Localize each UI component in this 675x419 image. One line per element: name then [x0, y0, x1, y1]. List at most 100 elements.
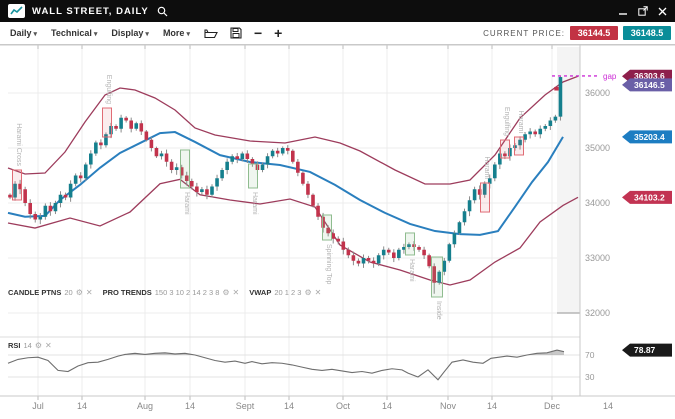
candle-body [487, 178, 492, 184]
candle-body [154, 148, 159, 157]
candle-body [457, 222, 462, 234]
candle-body [442, 260, 447, 272]
time-axis-label: Nov [440, 401, 457, 411]
candle-body [230, 156, 234, 162]
candle-body [462, 211, 467, 223]
candle-body [38, 216, 43, 220]
candle-body [195, 186, 199, 192]
candle-body [53, 203, 58, 212]
price-badge [622, 130, 672, 144]
pattern-box-harami [180, 149, 190, 189]
candle-body [159, 153, 164, 157]
remove-indicator-icon[interactable]: ✕ [314, 288, 322, 297]
search-icon[interactable] [157, 6, 168, 17]
app-logo [8, 4, 25, 18]
menu-more[interactable]: More ▾ [162, 28, 190, 38]
candle-body [184, 175, 189, 181]
pattern-box-harami [248, 163, 258, 189]
candle-body [482, 183, 487, 195]
candle-body [386, 249, 391, 253]
time-axis-label: Jul [32, 401, 44, 411]
rsi-axis-label: 30 [585, 372, 595, 382]
rsi-remove-icon[interactable]: ✕ [45, 341, 52, 350]
time-axis-label: 14 [284, 401, 294, 411]
candle-body [296, 161, 300, 173]
candle-body [366, 258, 371, 261]
sell-price-badge[interactable]: 36144.5 [570, 26, 618, 40]
remove-indicator-icon[interactable]: ✕ [232, 288, 240, 297]
candle-body [260, 164, 265, 170]
chart-logo-icon [10, 6, 23, 15]
candle-body [376, 255, 381, 264]
rsi-indicator-chip[interactable]: RSI 14 ⚙ ✕ [8, 341, 52, 350]
minimize-button[interactable] [619, 7, 628, 16]
price-badge-value: 36146.5 [634, 80, 665, 90]
indicator-chip-pro-trends[interactable]: PRO TRENDS 150 3 10 2 14 2 3 8 ⚙ ✕ [103, 288, 240, 297]
candle-body [392, 252, 396, 258]
zoom-out-button[interactable]: − [253, 25, 263, 41]
time-axis-label: 14 [77, 401, 87, 411]
rsi-line [7, 349, 565, 381]
chevron-down-icon: ▾ [93, 31, 98, 38]
candle-body [371, 260, 376, 264]
settings-gear-icon[interactable]: ⚙ [75, 288, 83, 297]
indicator-name: VWAP [249, 288, 272, 297]
open-folder-icon[interactable] [204, 28, 218, 39]
bollinger-lower-band [7, 178, 579, 286]
pattern-box-harami [405, 232, 415, 256]
future-shaded-region [557, 47, 580, 313]
candle-body [528, 131, 532, 135]
settings-gear-icon[interactable]: ⚙ [304, 288, 312, 297]
time-axis-label: 14 [487, 401, 497, 411]
candle-body [477, 189, 482, 195]
candle-body [144, 131, 149, 140]
pattern-box-harami [480, 182, 490, 213]
candle-body [447, 244, 452, 261]
candle-body [200, 189, 204, 192]
candle-body [179, 167, 184, 176]
moving-average-line [7, 131, 564, 236]
price-axis-label: 36000 [585, 88, 610, 98]
candle-body [99, 142, 103, 146]
candle-body [220, 170, 224, 179]
close-icon[interactable] [658, 7, 667, 16]
indicator-params: 20 [64, 288, 73, 297]
candle-body [498, 153, 502, 165]
buy-price-badge[interactable]: 36148.5 [623, 26, 671, 40]
time-axis-label: Aug [137, 401, 153, 411]
price-badge [622, 78, 672, 92]
candle-body [83, 164, 88, 179]
time-axis-label: Oct [336, 401, 351, 411]
candle-body [134, 123, 139, 129]
zoom-in-button[interactable]: + [274, 25, 283, 41]
rsi-settings-gear-icon[interactable]: ⚙ [34, 341, 43, 350]
menu-daily[interactable]: Daily ▾ [10, 28, 38, 38]
pattern-label: Engulfing [503, 107, 510, 136]
candle-body [164, 153, 169, 162]
candle-body [265, 156, 270, 165]
popout-button[interactable] [638, 6, 648, 16]
settings-gear-icon[interactable]: ⚙ [222, 288, 230, 297]
candle-body [432, 266, 436, 283]
candle-body [78, 175, 83, 179]
indicator-name: CANDLE PTNS [8, 288, 62, 297]
menu-technical[interactable]: Technical ▾ [51, 28, 98, 38]
candle-body [341, 241, 346, 250]
save-icon[interactable] [230, 27, 242, 39]
candle-body [8, 194, 12, 198]
time-axis-label: Dec [544, 401, 561, 411]
candle-body [245, 153, 250, 159]
pattern-label: Engulfing [105, 75, 112, 104]
menu-display[interactable]: Display ▾ [111, 28, 149, 38]
indicator-chip-candle-ptns[interactable]: CANDLE PTNS 20 ⚙ ✕ [8, 288, 93, 297]
candle-body [124, 117, 128, 121]
candle-body [43, 205, 48, 217]
remove-indicator-icon[interactable]: ✕ [85, 288, 93, 297]
pattern-label: Spinning Top [325, 244, 332, 284]
candle-body [558, 77, 563, 117]
time-axis-label: Sept [236, 401, 255, 411]
indicator-chip-vwap[interactable]: VWAP 20 1 2 3 ⚙ ✕ [249, 288, 321, 297]
candle-body [104, 134, 108, 146]
candle-body [402, 247, 406, 250]
